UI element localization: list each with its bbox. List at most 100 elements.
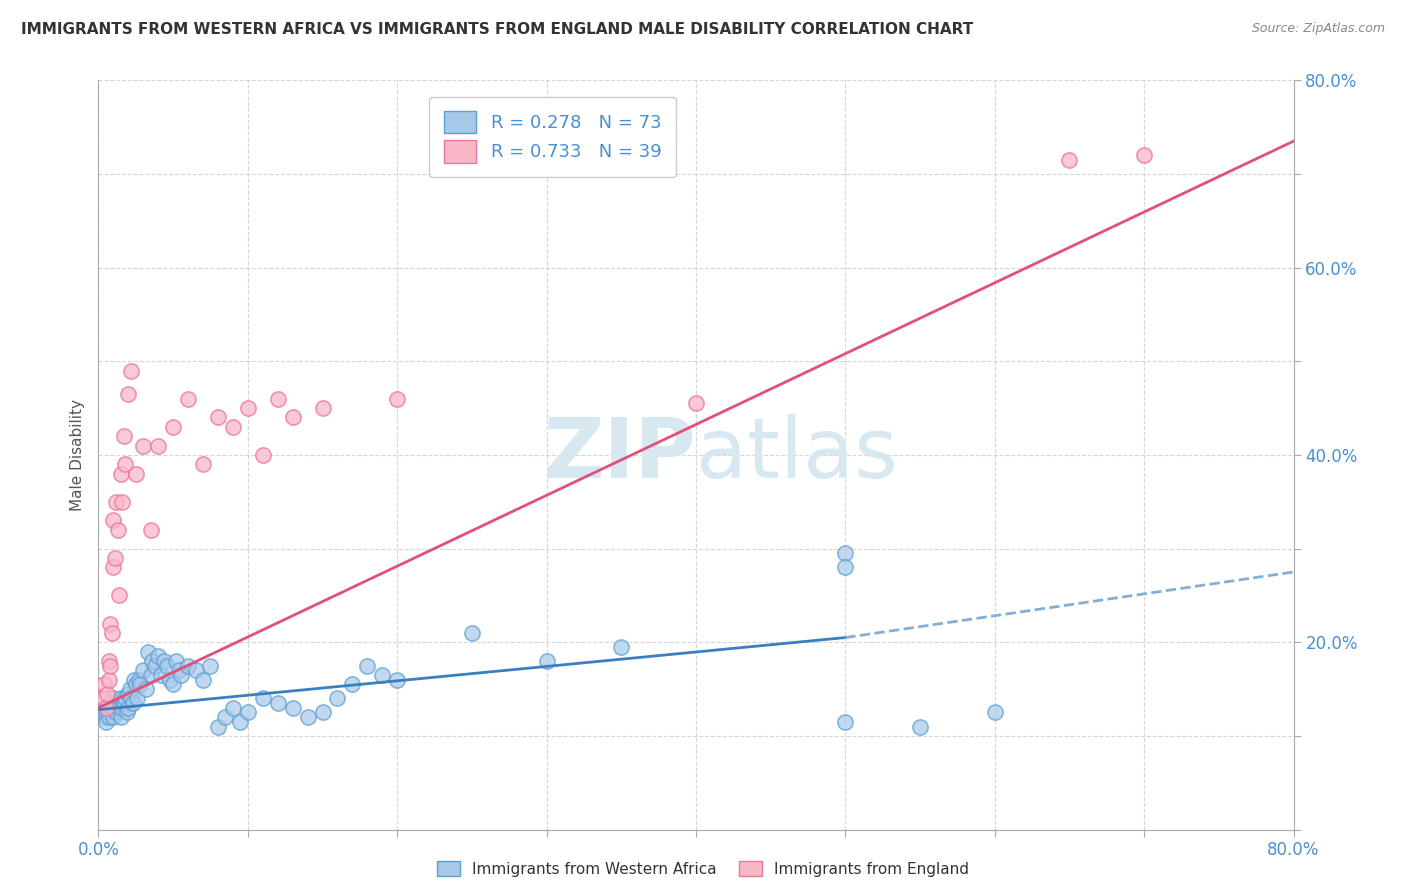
Point: [311, 401, 333, 416]
Point: [153, 654, 176, 668]
Point: [103, 514, 125, 528]
Point: [281, 410, 304, 425]
Point: [207, 719, 229, 733]
Point: [297, 710, 319, 724]
Point: [114, 457, 136, 471]
Point: [177, 392, 200, 406]
Text: ZIP: ZIP: [544, 415, 696, 495]
Point: [135, 682, 157, 697]
Point: [97, 710, 120, 724]
Point: [120, 364, 142, 378]
Point: [104, 551, 127, 566]
Point: [129, 677, 152, 691]
Point: [136, 644, 159, 658]
Point: [94, 710, 117, 724]
Point: [908, 719, 931, 733]
Point: [229, 714, 252, 729]
Point: [200, 658, 222, 673]
Point: [143, 658, 166, 673]
Point: [385, 673, 409, 687]
Point: [207, 410, 229, 425]
Point: [128, 673, 150, 687]
Point: [834, 714, 856, 729]
Point: [252, 448, 274, 462]
Point: [141, 654, 163, 668]
Point: [222, 420, 245, 434]
Point: [167, 664, 190, 678]
Text: IMMIGRANTS FROM WESTERN AFRICA VS IMMIGRANTS FROM ENGLAND MALE DISABILITY CORREL: IMMIGRANTS FROM WESTERN AFRICA VS IMMIGR…: [21, 22, 973, 37]
Legend: R = 0.278   N = 73, R = 0.733   N = 39: R = 0.278 N = 73, R = 0.733 N = 39: [429, 97, 676, 177]
Point: [91, 706, 114, 720]
Point: [461, 626, 484, 640]
Point: [132, 664, 155, 678]
Point: [96, 701, 118, 715]
Point: [281, 701, 304, 715]
Point: [191, 673, 214, 687]
Point: [162, 420, 184, 434]
Point: [342, 677, 364, 691]
Point: [104, 701, 127, 715]
Point: [117, 687, 139, 701]
Point: [184, 664, 207, 678]
Point: [1059, 153, 1081, 167]
Point: [834, 560, 856, 574]
Point: [236, 706, 259, 720]
Point: [685, 396, 707, 410]
Point: [156, 658, 179, 673]
Point: [101, 703, 124, 717]
Point: [834, 546, 856, 560]
Point: [139, 668, 162, 682]
Point: [108, 589, 131, 603]
Point: [326, 691, 349, 706]
Point: [97, 706, 120, 720]
Point: [98, 616, 122, 631]
Legend: Immigrants from Western Africa, Immigrants from England: Immigrants from Western Africa, Immigran…: [429, 853, 977, 884]
Point: [101, 626, 124, 640]
Y-axis label: Male Disability: Male Disability: [69, 399, 84, 511]
Point: [267, 392, 290, 406]
Point: [111, 494, 134, 508]
Point: [191, 457, 214, 471]
Point: [236, 401, 259, 416]
Point: [132, 439, 155, 453]
Point: [108, 701, 131, 715]
Point: [97, 654, 120, 668]
Point: [114, 691, 136, 706]
Text: Source: ZipAtlas.com: Source: ZipAtlas.com: [1251, 22, 1385, 36]
Point: [1133, 148, 1156, 162]
Point: [148, 439, 170, 453]
Point: [127, 691, 149, 706]
Point: [162, 677, 184, 691]
Point: [103, 560, 125, 574]
Point: [112, 696, 135, 710]
Point: [124, 673, 146, 687]
Point: [103, 710, 125, 724]
Point: [110, 467, 132, 481]
Point: [105, 494, 128, 508]
Point: [118, 682, 141, 697]
Point: [105, 706, 128, 720]
Point: [177, 658, 200, 673]
Point: [117, 387, 139, 401]
Point: [222, 701, 245, 715]
Point: [110, 691, 132, 706]
Point: [150, 668, 173, 682]
Point: [125, 677, 148, 691]
Point: [610, 640, 633, 654]
Point: [107, 523, 129, 537]
Point: [103, 691, 125, 706]
Point: [385, 392, 409, 406]
Point: [267, 696, 290, 710]
Point: [356, 658, 378, 673]
Point: [93, 701, 115, 715]
Point: [165, 654, 187, 668]
Point: [111, 701, 134, 715]
Point: [94, 701, 117, 715]
Point: [169, 668, 191, 682]
Point: [115, 706, 138, 720]
Point: [984, 706, 1007, 720]
Point: [125, 467, 148, 481]
Point: [120, 691, 142, 706]
Point: [214, 710, 236, 724]
Point: [91, 691, 114, 706]
